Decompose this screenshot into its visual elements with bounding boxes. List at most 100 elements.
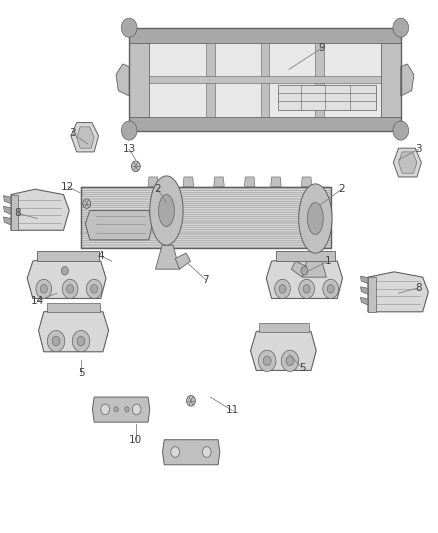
Polygon shape: [81, 233, 331, 235]
Polygon shape: [381, 28, 401, 128]
Text: 7: 7: [202, 275, 209, 285]
Polygon shape: [266, 259, 343, 298]
Polygon shape: [148, 177, 159, 187]
Polygon shape: [360, 276, 368, 284]
Polygon shape: [271, 177, 281, 187]
Polygon shape: [81, 218, 331, 220]
Polygon shape: [214, 177, 224, 187]
Polygon shape: [327, 285, 334, 293]
Polygon shape: [81, 220, 331, 222]
Polygon shape: [393, 18, 409, 37]
Polygon shape: [92, 397, 150, 422]
Polygon shape: [303, 285, 310, 293]
Polygon shape: [27, 256, 106, 298]
Polygon shape: [159, 195, 174, 227]
Polygon shape: [47, 330, 65, 352]
Polygon shape: [315, 43, 324, 117]
Polygon shape: [261, 43, 269, 117]
Polygon shape: [393, 148, 421, 177]
Polygon shape: [91, 285, 98, 293]
Polygon shape: [302, 253, 326, 277]
Polygon shape: [155, 245, 180, 269]
Polygon shape: [114, 407, 118, 412]
Polygon shape: [81, 196, 331, 198]
Polygon shape: [401, 64, 414, 96]
Polygon shape: [81, 194, 331, 195]
Text: 4: 4: [97, 251, 104, 261]
Polygon shape: [81, 242, 331, 244]
Polygon shape: [299, 279, 314, 298]
Polygon shape: [4, 196, 11, 204]
Polygon shape: [71, 123, 99, 152]
Polygon shape: [299, 184, 332, 253]
Text: 2: 2: [338, 184, 345, 194]
Text: 9: 9: [318, 43, 325, 53]
Polygon shape: [81, 244, 331, 246]
Polygon shape: [83, 199, 91, 208]
Polygon shape: [275, 279, 290, 298]
Polygon shape: [121, 18, 137, 37]
Polygon shape: [393, 121, 409, 140]
Polygon shape: [47, 303, 100, 312]
Text: 8: 8: [14, 208, 21, 218]
Polygon shape: [81, 231, 331, 232]
Polygon shape: [202, 447, 211, 457]
Polygon shape: [149, 76, 381, 83]
Polygon shape: [150, 176, 183, 245]
Text: 10: 10: [129, 435, 142, 445]
Polygon shape: [86, 279, 102, 298]
Polygon shape: [4, 217, 11, 225]
Polygon shape: [368, 277, 376, 312]
Polygon shape: [72, 330, 90, 352]
Text: 5: 5: [299, 363, 306, 373]
Polygon shape: [175, 253, 191, 269]
Polygon shape: [121, 121, 137, 140]
Polygon shape: [4, 206, 11, 214]
Polygon shape: [61, 266, 68, 275]
Text: 3: 3: [415, 144, 422, 154]
Polygon shape: [62, 279, 78, 298]
Polygon shape: [162, 440, 220, 465]
Polygon shape: [129, 29, 149, 131]
Polygon shape: [307, 203, 323, 235]
Polygon shape: [81, 222, 331, 224]
Text: 5: 5: [78, 368, 85, 378]
Polygon shape: [81, 198, 331, 200]
Polygon shape: [81, 238, 331, 239]
Text: 12: 12: [61, 182, 74, 191]
Polygon shape: [81, 216, 331, 217]
Polygon shape: [183, 177, 194, 187]
Polygon shape: [286, 356, 294, 366]
Polygon shape: [81, 192, 331, 193]
Polygon shape: [149, 43, 381, 117]
Polygon shape: [81, 236, 331, 237]
Polygon shape: [11, 195, 18, 230]
Polygon shape: [81, 247, 331, 248]
Polygon shape: [244, 177, 255, 187]
Polygon shape: [81, 229, 331, 230]
Polygon shape: [81, 203, 331, 204]
Polygon shape: [39, 309, 109, 352]
Polygon shape: [399, 152, 417, 173]
Polygon shape: [81, 190, 331, 191]
Polygon shape: [81, 188, 331, 189]
Polygon shape: [81, 227, 331, 228]
Polygon shape: [278, 85, 376, 110]
Polygon shape: [40, 285, 47, 293]
Polygon shape: [258, 350, 276, 372]
Polygon shape: [81, 200, 331, 202]
Polygon shape: [263, 356, 271, 366]
Polygon shape: [81, 212, 331, 213]
Polygon shape: [85, 211, 152, 240]
Polygon shape: [81, 209, 331, 211]
Text: 8: 8: [415, 283, 422, 293]
Polygon shape: [116, 64, 129, 96]
Text: 2: 2: [154, 184, 161, 194]
Polygon shape: [368, 272, 428, 312]
Polygon shape: [259, 323, 309, 332]
Polygon shape: [129, 117, 401, 131]
Polygon shape: [323, 279, 339, 298]
Polygon shape: [276, 251, 335, 261]
Polygon shape: [360, 287, 368, 294]
Polygon shape: [36, 279, 52, 298]
